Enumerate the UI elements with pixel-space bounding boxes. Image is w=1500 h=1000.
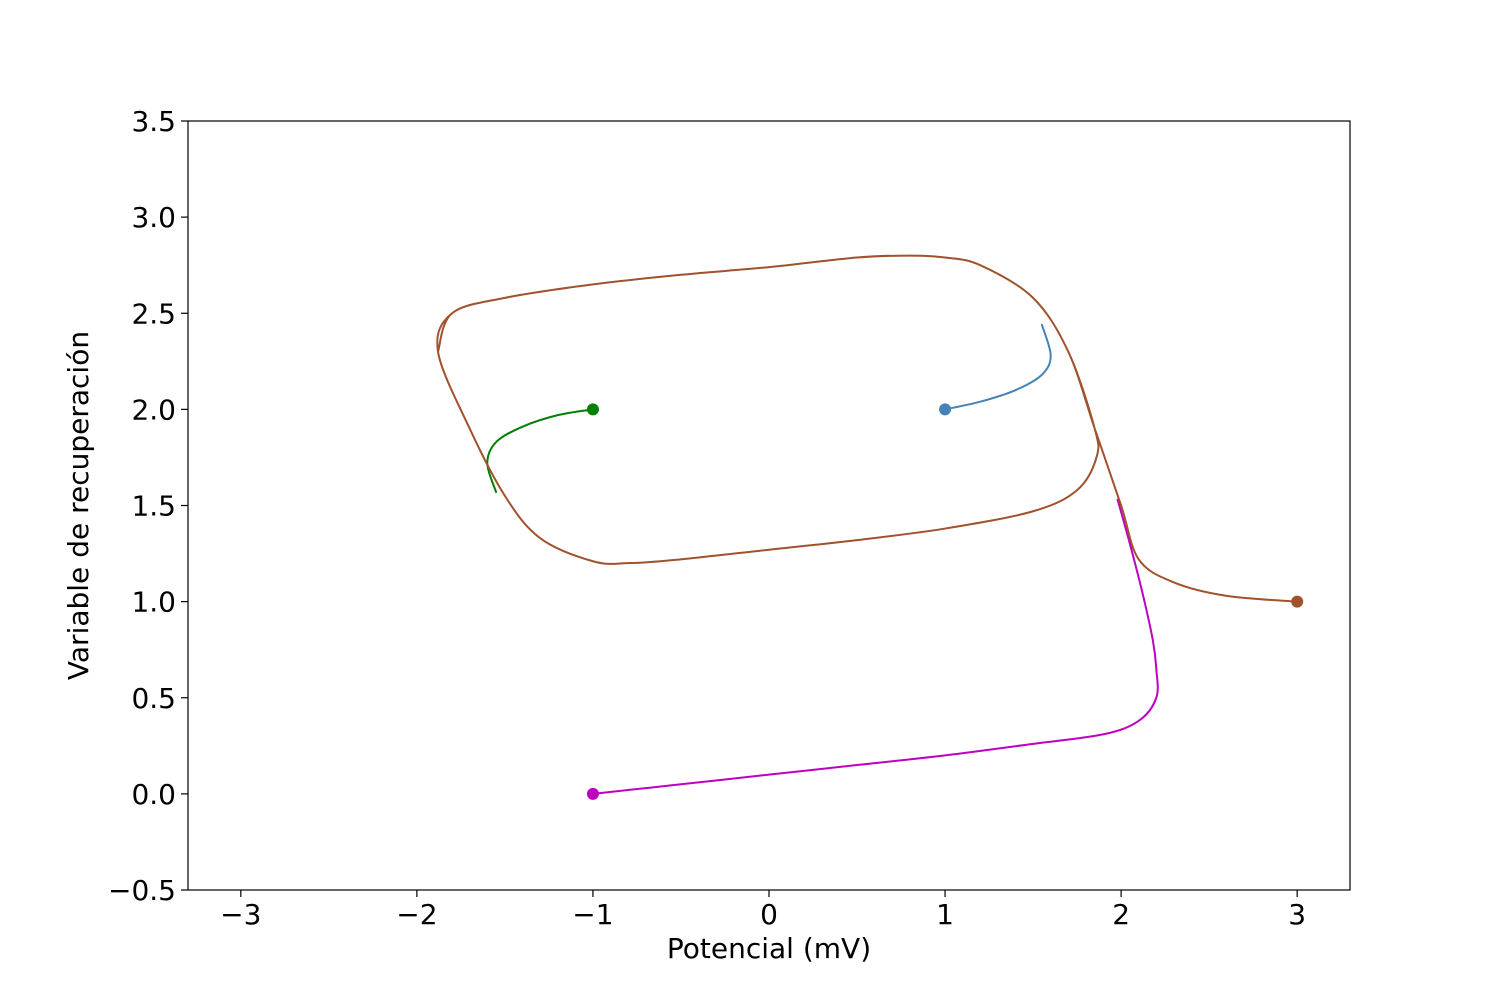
trajectory-line-3 [591,498,1159,795]
marker-layer [586,403,1304,800]
y-axis-label: Variable de recuperación [62,331,95,680]
x-tick-label: −1 [572,898,613,931]
y-tick-label: 3.5 [131,105,176,138]
initial-point-marker-2 [586,403,599,416]
x-tick-label: 2 [1112,898,1130,931]
x-tick-label: −2 [396,898,437,931]
x-tick-label: 1 [936,898,954,931]
x-axis-label: Potencial (mV) [667,932,871,965]
series-layer [436,254,1299,795]
initial-point-marker-1 [939,403,952,416]
y-tick-label: 1.5 [131,490,176,523]
y-tick-label: 0.0 [131,778,176,811]
initial-point-marker-4 [1291,595,1304,608]
trajectory-line-4 [436,254,1299,603]
x-tick-label: 0 [760,898,778,931]
y-tick-label: 2.0 [131,393,176,426]
y-tick-label: −0.5 [108,874,176,907]
y-tick-label: 3.0 [131,201,176,234]
y-tick-label: 0.5 [131,682,176,715]
initial-point-marker-3 [586,787,599,800]
x-axis-ticks: −3 −2 −1 0 1 2 3 [220,890,1306,931]
x-tick-label: 3 [1288,898,1306,931]
y-tick-label: 2.5 [131,297,176,330]
y-tick-label: 1.0 [131,586,176,619]
trajectory-line-1 [944,323,1052,411]
x-tick-label: −3 [220,898,261,931]
y-axis-ticks: −0.5 0.0 0.5 1.0 1.5 2.0 2.5 3.0 3.5 [108,105,188,907]
